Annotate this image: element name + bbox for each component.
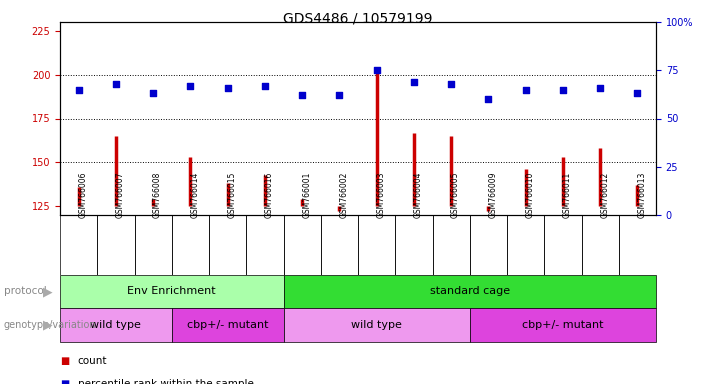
Text: ■: ■ bbox=[60, 379, 69, 384]
Text: standard cage: standard cage bbox=[430, 286, 510, 296]
Bar bbox=[172, 308, 283, 342]
Text: GSM766005: GSM766005 bbox=[451, 172, 460, 218]
Text: ■: ■ bbox=[60, 356, 69, 366]
Point bbox=[520, 86, 531, 93]
Text: GSM766001: GSM766001 bbox=[302, 172, 311, 218]
Text: GSM766008: GSM766008 bbox=[153, 172, 162, 218]
Point bbox=[594, 84, 606, 91]
Text: GSM766012: GSM766012 bbox=[600, 172, 609, 218]
Text: wild type: wild type bbox=[90, 320, 142, 330]
Text: GSM766011: GSM766011 bbox=[563, 172, 572, 218]
Text: GSM766003: GSM766003 bbox=[376, 172, 386, 218]
Text: ▶: ▶ bbox=[43, 318, 53, 331]
Text: GSM766002: GSM766002 bbox=[339, 172, 348, 218]
Point bbox=[259, 83, 271, 89]
Point bbox=[222, 84, 233, 91]
Point bbox=[371, 67, 382, 73]
Text: genotype/variation: genotype/variation bbox=[4, 320, 96, 330]
Point bbox=[334, 92, 345, 98]
Bar bbox=[283, 308, 470, 342]
Text: Env Enrichment: Env Enrichment bbox=[128, 286, 216, 296]
Bar bbox=[60, 308, 172, 342]
Point bbox=[483, 96, 494, 102]
Point bbox=[297, 92, 308, 98]
Point bbox=[73, 86, 84, 93]
Text: GSM766007: GSM766007 bbox=[116, 172, 125, 218]
Point bbox=[408, 79, 419, 85]
Text: cbp+/- mutant: cbp+/- mutant bbox=[187, 320, 268, 330]
Bar bbox=[470, 308, 656, 342]
Text: count: count bbox=[78, 356, 107, 366]
Text: wild type: wild type bbox=[351, 320, 402, 330]
Text: GSM766016: GSM766016 bbox=[265, 172, 274, 218]
Text: GDS4486 / 10579199: GDS4486 / 10579199 bbox=[283, 12, 433, 25]
Point bbox=[147, 90, 158, 96]
Text: GSM766013: GSM766013 bbox=[637, 172, 646, 218]
Text: GSM766010: GSM766010 bbox=[526, 172, 535, 218]
Text: ▶: ▶ bbox=[43, 285, 53, 298]
Text: percentile rank within the sample: percentile rank within the sample bbox=[78, 379, 253, 384]
Bar bbox=[283, 275, 656, 308]
Point bbox=[446, 81, 457, 87]
Point bbox=[632, 90, 643, 96]
Text: GSM766006: GSM766006 bbox=[79, 172, 88, 218]
Text: GSM766004: GSM766004 bbox=[414, 172, 423, 218]
Text: protocol: protocol bbox=[4, 286, 46, 296]
Bar bbox=[60, 275, 283, 308]
Text: GSM766009: GSM766009 bbox=[489, 172, 498, 218]
Text: cbp+/- mutant: cbp+/- mutant bbox=[522, 320, 604, 330]
Point bbox=[110, 81, 121, 87]
Text: GSM766015: GSM766015 bbox=[228, 172, 237, 218]
Point bbox=[557, 86, 569, 93]
Point bbox=[185, 83, 196, 89]
Text: GSM766014: GSM766014 bbox=[191, 172, 199, 218]
